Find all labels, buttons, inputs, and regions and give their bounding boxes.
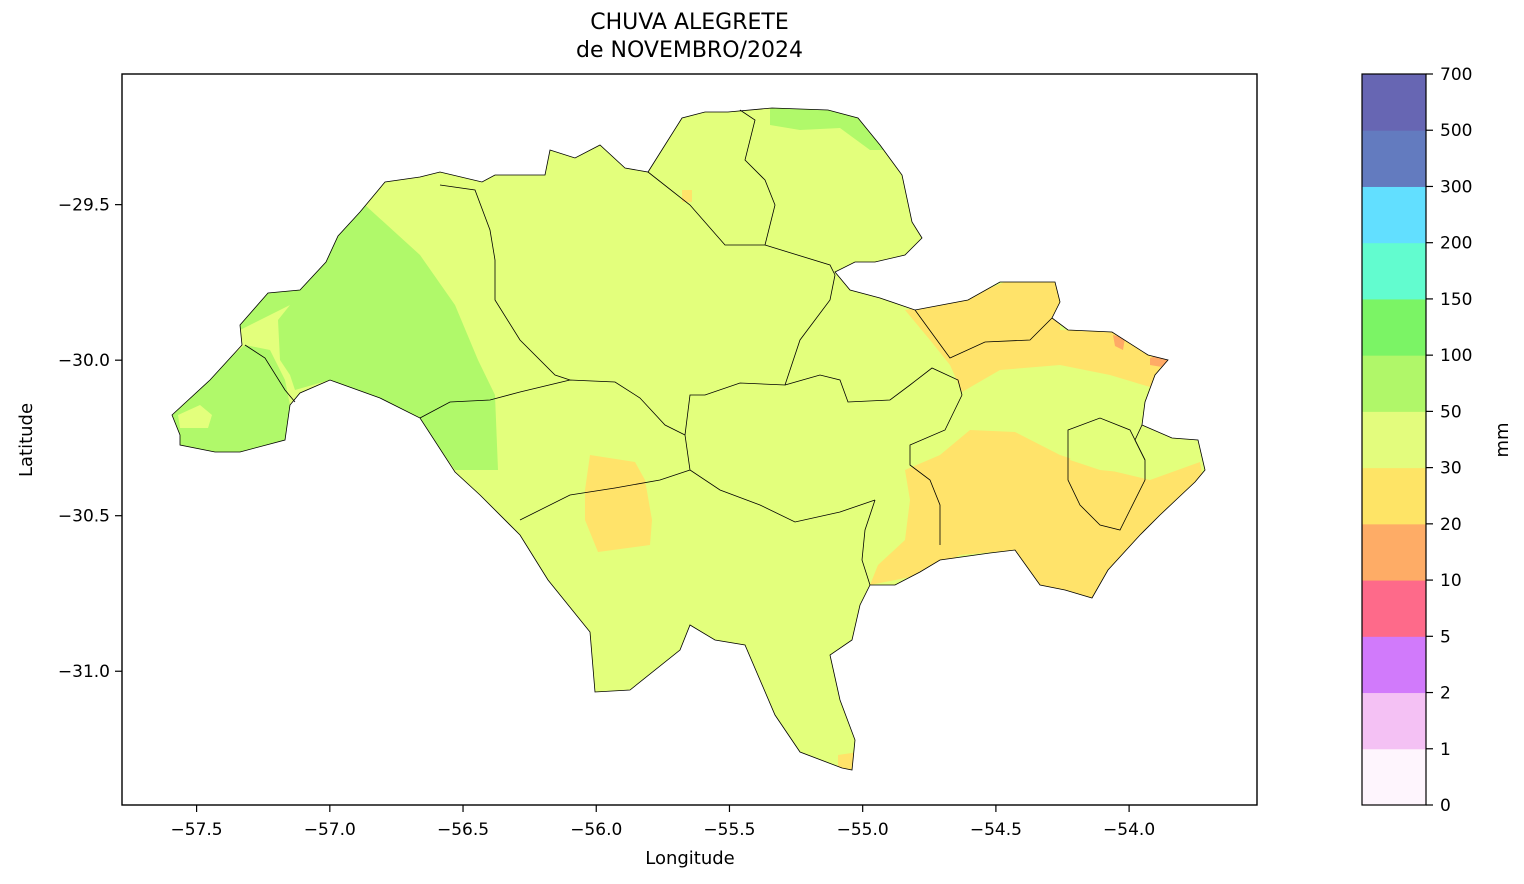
x-tick-label: −57.0	[304, 820, 356, 840]
colorbar-tick-label: 5	[1440, 627, 1451, 647]
x-tick-label: −57.5	[171, 820, 223, 840]
colorbar-tick-label: 10	[1440, 571, 1462, 591]
colorbar-swatch	[1362, 748, 1426, 806]
border-center-4	[519, 469, 691, 521]
border-north-1	[439, 184, 571, 381]
colorbar-tick-label: 0	[1440, 796, 1451, 816]
y-tick-label: −30.0	[58, 351, 110, 371]
border-center-2	[684, 274, 836, 436]
colorbar: 0 1 2 5 10 20 30 50 100 150 200 300 500 700	[1361, 65, 1472, 816]
colorbar-swatch	[1362, 74, 1426, 131]
colorbar-swatch	[1362, 411, 1426, 469]
x-tick-label: −56.0	[570, 820, 622, 840]
outer-boundary	[171, 107, 1206, 771]
colorbar-tick-label: 300	[1440, 177, 1472, 197]
border-east-4	[1067, 417, 1146, 531]
colorbar-tick-label: 30	[1440, 459, 1462, 479]
municipal-borders	[171, 107, 1206, 771]
y-tick-label: −31.0	[58, 662, 110, 682]
colorbar-swatch	[1362, 242, 1426, 300]
colorbar-tick-label: 700	[1440, 65, 1472, 85]
rain-zone-20-30-east	[905, 280, 1168, 392]
x-tick-label: −54.5	[970, 820, 1022, 840]
rain-zone-30-50-east-pocket	[1070, 430, 1150, 475]
border-center-5	[784, 367, 963, 403]
border-west	[244, 344, 296, 403]
y-tick-label: −30.5	[58, 507, 110, 527]
rain-zone-50-100-west	[172, 205, 498, 470]
x-tick-label: −55.0	[837, 820, 889, 840]
colorbar-swatch	[1362, 298, 1426, 356]
border-east-1	[914, 309, 1053, 359]
colorbar-swatch	[1362, 692, 1426, 750]
border-north-3	[764, 244, 836, 276]
colorbar-tick-label: 1	[1440, 740, 1451, 760]
colorbar-tick-label: 100	[1440, 346, 1472, 366]
border-east-2	[909, 394, 963, 545]
border-east-3	[861, 499, 876, 586]
colorbar-swatch	[1362, 130, 1426, 187]
colorbar-swatch	[1362, 580, 1426, 637]
x-axis-ticks: −57.5 −57.0 −56.5 −56.0 −55.5 −55.0 −54.5 −54.0	[171, 805, 1155, 840]
border-east-5	[1134, 424, 1146, 461]
colorbar-tick-label: 200	[1440, 234, 1472, 254]
y-axis-label: Latitude	[16, 403, 37, 477]
y-axis-ticks: −29.5 −30.0 −30.5 −31.0	[58, 196, 122, 682]
border-center-1	[419, 379, 686, 436]
colorbar-tick-label: 50	[1440, 402, 1462, 422]
map-subtitle: de NOVEMBRO/2024	[576, 38, 803, 63]
rain-zone-20-30-center	[585, 455, 652, 552]
colorbar-frame	[1361, 73, 1427, 806]
rain-zone-30-50-west-pocket	[178, 405, 212, 428]
colorbar-tick-label: 20	[1440, 515, 1462, 535]
map-title: CHUVA ALEGRETE	[590, 10, 789, 35]
colorbar-tick-label: 2	[1440, 684, 1451, 704]
border-north-2	[647, 109, 776, 246]
colorbar-swatch	[1362, 355, 1426, 412]
x-axis-label: Longitude	[645, 848, 735, 869]
colorbar-tick-label: 500	[1440, 121, 1472, 141]
colorbar-swatch	[1362, 186, 1426, 244]
rain-zone-20-30-north-dot	[682, 190, 692, 202]
x-tick-label: −56.5	[437, 820, 489, 840]
colorbar-label: mm	[1492, 422, 1513, 457]
x-tick-label: −55.5	[703, 820, 755, 840]
colorbar-tick-label: 150	[1440, 290, 1472, 310]
colorbar-swatch	[1362, 467, 1426, 525]
colorbar-swatch	[1362, 636, 1426, 694]
x-tick-label: −54.0	[1103, 820, 1155, 840]
y-tick-label: −29.5	[58, 196, 110, 216]
colorbar-swatch	[1362, 523, 1426, 581]
